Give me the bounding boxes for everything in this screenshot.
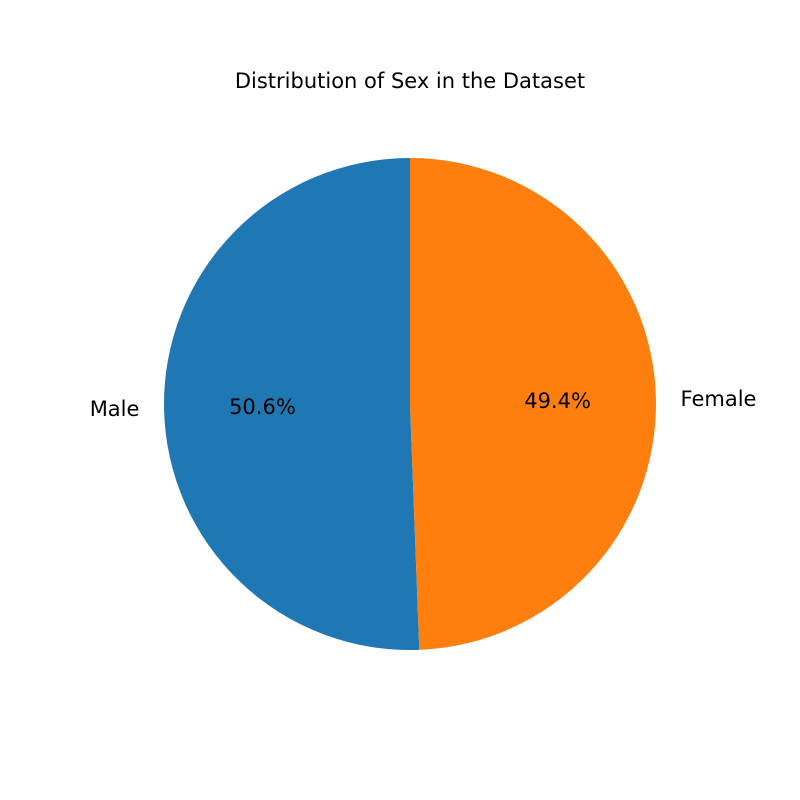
pie-slices bbox=[163, 158, 656, 651]
pie-slice-male bbox=[163, 158, 420, 651]
pct-label-female: 49.4% bbox=[524, 389, 591, 413]
slice-label-female: Female bbox=[681, 387, 757, 411]
pie-slice-female bbox=[410, 158, 656, 650]
pie-labels: 50.6% Male 49.4% Female bbox=[90, 387, 757, 421]
slice-label-male: Male bbox=[90, 397, 140, 421]
chart-title: Distribution of Sex in the Dataset bbox=[235, 69, 585, 93]
pct-label-male: 50.6% bbox=[229, 395, 296, 419]
